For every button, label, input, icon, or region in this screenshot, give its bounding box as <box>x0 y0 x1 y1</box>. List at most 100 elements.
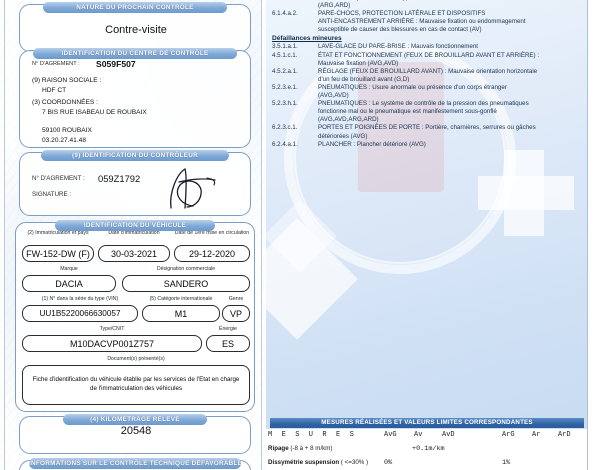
left-column: Contre-visite NATURE DU PROCHAIN CONTRÔL… <box>0 0 266 470</box>
section-controller-title: (9) IDENTIFICATION DU CONTRÔLEUR <box>41 150 229 161</box>
measures-row-label: Dissymétrie suspension ( <=30% ) <box>268 459 369 466</box>
defect-text-cont: susceptible de causer des blessures en c… <box>318 26 482 34</box>
section-controller: N° D'AGREMENT : 059Z1792 SIGNATURE : <box>19 152 251 216</box>
vehicle-genre-label: Genre <box>228 296 244 302</box>
defects-list: sur des roues jumelées ou de types diffé… <box>272 0 584 149</box>
section-unfavorable-info-title: INFORMATIONS SUR LE CONTRÔLE TECHNIQUE D… <box>29 458 241 469</box>
vehicle-genre-value: VP <box>222 305 250 322</box>
defects-panel: sur des roues jumelées ou de types diffé… <box>266 0 588 470</box>
section-vehicle: (2) Immatriculation et pays Date d'immat… <box>15 222 255 412</box>
vehicle-energy-value: ES <box>206 335 250 352</box>
watermark-arrow-small-icon <box>266 199 337 273</box>
defect-code: 3.5.1.a.1. <box>272 43 298 51</box>
defect-code: 6.1.4.a.2. <box>272 10 298 18</box>
defect-text: LAVE-GLACE DU PARE-BRISE : Mauvais fonct… <box>318 43 479 51</box>
defect-text: RÉGLAGE (FEUX DE BROUILLARD AVANT) : Mau… <box>318 67 538 75</box>
measures-col-ar: Ar <box>532 431 541 439</box>
controller-signature-label: SIGNATURE : <box>32 191 72 198</box>
measures-value-arg: 1% <box>502 459 511 467</box>
measures-table: M E S U R E S AvG Av AvD ArG Ar ArD Ripa… <box>266 429 587 470</box>
defect-item-major: 6.1.4.a.2. PARE-CHOCS, PROTECTION LATÉRA… <box>272 10 584 18</box>
measures-header-label: M E S U R E S <box>268 431 357 439</box>
defect-text: ÉTAT ET FONCTIONNEMENT (FEUX DE BROUILLA… <box>318 51 540 59</box>
measures-row-label: Ripage (-8 à + 8 m/km) <box>268 445 333 452</box>
defect-code: 6.2.3.c.1. <box>272 124 298 132</box>
vehicle-energy-label: Énergie <box>219 326 237 332</box>
center-company-value: HDF CT <box>42 87 67 94</box>
measures-col-avg: AvG <box>384 431 397 439</box>
center-address-label: (3) COORDONNÉES : <box>32 99 98 106</box>
section-vehicle-title: IDENTIFICATION DU VÉHICULE <box>55 220 215 231</box>
defect-code: 4.5.2.a.1. <box>272 67 298 75</box>
defect-text-cont: d'un feu de brouillard avant (G,D) <box>318 75 410 83</box>
vehicle-brand-value: DACIA <box>22 275 116 292</box>
left-page-body: Contre-visite NATURE DU PROCHAIN CONTRÔL… <box>4 0 262 470</box>
defect-text: PNEUMATIQUES : Le système de contrôle de… <box>318 100 529 108</box>
vehicle-first-use-label: Date de 1ère mise en circulation <box>174 230 250 236</box>
defect-text-cont: détériorées (AVG) <box>318 132 368 140</box>
controller-agreement-value: 059Z1792 <box>98 173 141 184</box>
right-page-margin <box>588 0 600 470</box>
section-control-center-title: IDENTIFICATION DU CENTRE DE CONTRÔLE <box>33 48 237 59</box>
right-column: sur des roues jumelées ou de types diffé… <box>266 0 600 470</box>
defect-item: 3.5.1.a.1. LAVE-GLACE DU PARE-BRISE : Mau… <box>272 43 584 51</box>
defect-text-cont: fonctionne mal ou le pneumatique est man… <box>318 108 497 116</box>
defect-item: 5.2.3.e.1. PNEUMATIQUES : Usure anormale … <box>272 84 584 92</box>
defect-truncated-line: sur des roues jumelées ou de types diffé… <box>272 0 584 2</box>
defect-text: PORTES ET POIGNÉES DE PORTE : Portière, … <box>318 124 536 132</box>
vehicle-category-label: (5) Catégorie internationale <box>149 296 213 302</box>
measures-header-row: M E S U R E S AvG Av AvD ArG Ar ArD <box>266 431 587 443</box>
defect-code: 4.5.1.c.1. <box>272 51 298 59</box>
vehicle-model-value: SANDERO <box>122 275 250 292</box>
defect-text: PARE-CHOCS, PROTECTION LATÉRALE ET DISPO… <box>318 10 486 18</box>
center-agreement-label: N° D'AGREMENT : <box>32 61 80 67</box>
next-control-value: Contre-visite <box>105 24 167 36</box>
measures-col-av: Av <box>414 431 423 439</box>
center-address-line1: 7 BIS RUE ISABEAU DE ROUBAIX <box>42 109 147 116</box>
vehicle-brand-label: Marque <box>60 266 78 272</box>
defect-text-cont: (AVG,AVD,ARG,ARD) <box>318 116 379 124</box>
vehicle-plate-label: (2) Immatriculation et pays <box>27 230 89 236</box>
center-phone: 03.20.27.41.48 <box>42 137 86 144</box>
measures-value-av: +0.1m/km <box>412 445 445 453</box>
vehicle-vin-value: UU1B5220066630057 <box>22 305 138 322</box>
minor-defects-container: 3.5.1.a.1. LAVE-GLACE DU PARE-BRISE : Mau… <box>272 43 584 148</box>
center-agreement-value: S059F507 <box>96 59 136 69</box>
section-control-center: N° D'AGREMENT : S059F507 (9) RAISON SOCI… <box>19 50 251 148</box>
defect-item: 4.5.2.a.1. RÉGLAGE (FEUX DE BROUILLARD AV… <box>272 68 584 76</box>
defect-item: 4.5.1.c.1. ÉTAT ET FONCTIONNEMENT (FEUX D… <box>272 52 584 60</box>
vehicle-reg-date-value: 30-03-2021 <box>98 245 170 262</box>
measures-col-avd: AvD <box>442 431 455 439</box>
watermark-cross-icon <box>478 150 574 236</box>
vehicle-reg-date-label: Date d'immatriculation <box>108 230 160 236</box>
defect-text: PNEUMATIQUES : Usure anormale ou présenc… <box>318 83 507 91</box>
measures-value-avg: 0% <box>384 459 393 467</box>
defect-item: 6.2.4.a.1. PLANCHER : Plancher détérioré … <box>272 141 584 149</box>
vehicle-first-use-value: 29-12-2020 <box>174 245 250 262</box>
defect-item: 5.2.3.h.1. PNEUMATIQUES : Le système de c… <box>272 100 584 108</box>
center-address-line2: 59100 ROUBAIX <box>42 127 92 134</box>
defect-text: PLANCHER : Plancher détérioré (AVG) <box>318 140 426 148</box>
vehicle-category-value: M1 <box>142 305 220 322</box>
vehicle-type-cnit-value: M10DACVP001Z757 <box>22 335 202 352</box>
vehicle-model-label: Désignation commerciale <box>156 266 216 272</box>
defect-code: 6.2.4.a.1. <box>272 140 298 148</box>
vehicle-type-cnit-label: Type/CNIT <box>99 326 125 332</box>
vehicle-vin-label: (1) N° dans la série du type (VIN) <box>41 296 119 302</box>
measures-col-arg: ArG <box>502 431 515 439</box>
defect-truncated-cont: (ARG,ARD) <box>318 2 351 10</box>
measures-title-bar: MESURES RÉALISÉES ET VALEURS LIMITES COR… <box>270 418 584 428</box>
defect-code: 5.2.3.e.1. <box>272 83 298 91</box>
minor-defects-header: Défaillances mineures <box>272 35 342 43</box>
mileage-value: 20548 <box>120 425 152 437</box>
measures-col-ard: ArD <box>558 431 571 439</box>
vehicle-documents-value: Fiche d'identification du véhicule établ… <box>22 365 250 405</box>
defect-item: 6.2.3.c.1. PORTES ET POIGNÉES DE PORTE : … <box>272 124 584 132</box>
vehicle-plate-value: FW-152-DW (F) <box>22 245 94 262</box>
vehicle-documents-label: Document(s) présenté(s) <box>107 356 165 362</box>
defect-text-cont: ANTI-ENCASTREMENT ARRIÈRE : Mauvaise fix… <box>318 18 526 26</box>
defect-code: 5.2.3.h.1. <box>272 100 298 108</box>
section-next-control-title: NATURE DU PROCHAIN CONTRÔLE <box>43 2 227 13</box>
section-mileage-title: (4) KILOMÉTRAGE RELEVÉ <box>63 414 207 425</box>
